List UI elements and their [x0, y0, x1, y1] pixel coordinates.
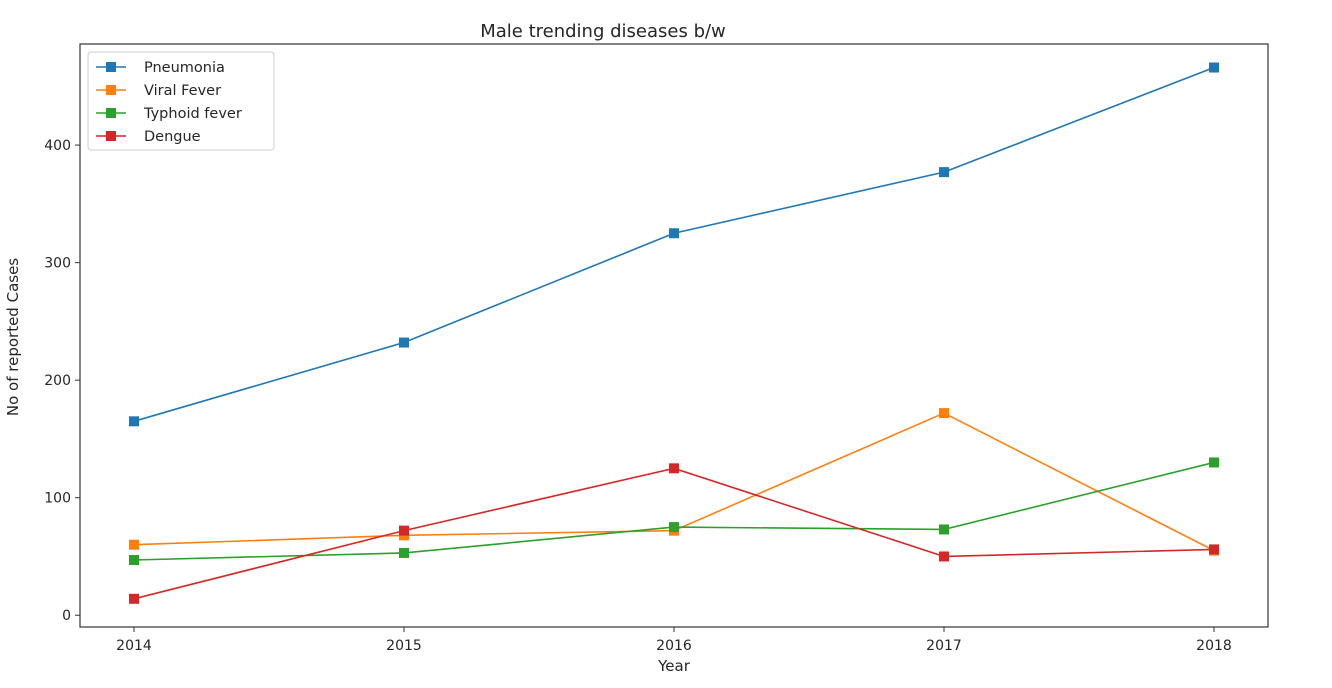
data-point-marker	[1209, 544, 1219, 555]
legend-item: Pneumonia	[96, 60, 225, 76]
y-axis-label: No of reported Cases	[4, 258, 22, 416]
legend-marker-swatch	[106, 131, 116, 141]
series-pneumonia	[129, 62, 1219, 427]
chart-title: Male trending diseases b/w	[480, 21, 726, 42]
legend-box	[87, 51, 275, 151]
x-tick-label: 2016	[656, 638, 692, 654]
data-point-marker	[129, 593, 139, 604]
legend-item: Dengue	[96, 129, 201, 145]
y-tick-label: 200	[44, 373, 71, 389]
data-point-marker	[669, 522, 679, 533]
x-axis-label: Year	[657, 657, 691, 675]
data-point-marker	[399, 547, 409, 558]
legend-label: Viral Fever	[144, 83, 221, 99]
data-point-marker	[129, 555, 139, 566]
plot-frame	[79, 43, 1269, 628]
series-dengue	[129, 463, 1219, 604]
legend-label: Typhoid fever	[143, 106, 242, 122]
x-tick-label: 2015	[386, 638, 422, 654]
legend-marker-swatch	[106, 62, 116, 72]
data-point-marker	[399, 337, 409, 348]
legend-item: Viral Fever	[96, 83, 221, 99]
legend: Pneumonia Viral Fever Typhoid fever Dengue	[87, 51, 275, 151]
legend-item: Typhoid fever	[96, 106, 242, 122]
data-point-marker	[1209, 457, 1219, 468]
legend-label: Dengue	[144, 129, 201, 145]
data-point-marker	[399, 525, 409, 536]
data-point-marker	[939, 408, 949, 419]
x-tick-label: 2014	[116, 638, 152, 654]
data-point-marker	[669, 463, 679, 474]
plot-area: 0 100 200 300 400 2014 2015 2016 2017 2018	[44, 62, 1232, 654]
data-point-marker	[669, 228, 679, 239]
legend-marker-swatch	[106, 108, 116, 118]
series-typhoid-fever	[129, 457, 1219, 566]
x-tick-label: 2018	[1196, 638, 1232, 654]
data-point-marker	[1209, 62, 1219, 73]
y-tick-label: 0	[62, 608, 71, 624]
legend-label: Pneumonia	[144, 60, 225, 76]
data-point-marker	[939, 524, 949, 535]
data-point-marker	[939, 551, 949, 562]
legend-marker-swatch	[106, 85, 116, 95]
data-point-marker	[939, 167, 949, 178]
data-point-marker	[129, 539, 139, 550]
y-tick-label: 100	[44, 491, 71, 507]
y-tick-label: 300	[44, 256, 71, 272]
y-tick-label: 400	[44, 138, 71, 154]
x-tick-label: 2017	[926, 638, 962, 654]
data-point-marker	[129, 416, 139, 427]
